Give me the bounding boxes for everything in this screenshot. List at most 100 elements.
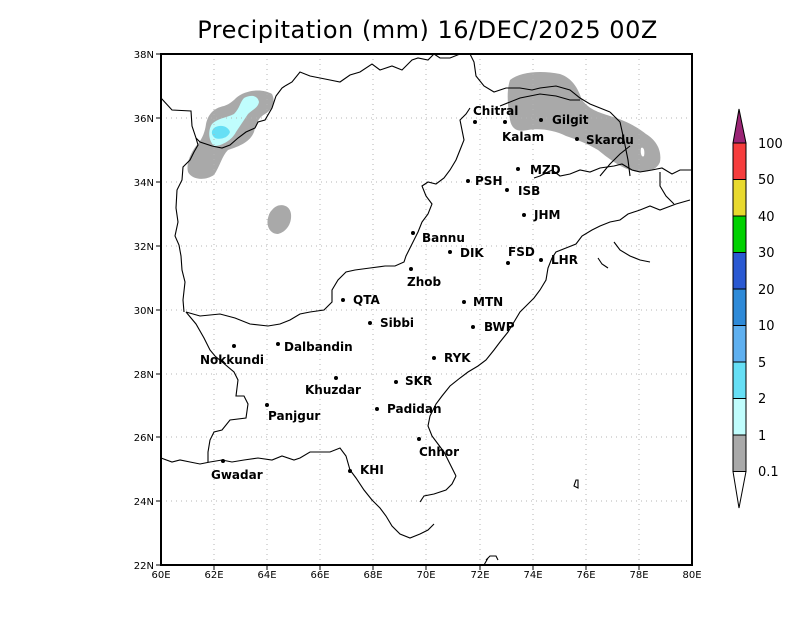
x-tick-80e: 80E [682,570,701,581]
city-label-jhm: JHM [533,208,560,222]
colorbar-bin-30-40 [732,215,747,253]
city-label-bannu: Bannu [422,231,465,245]
city-label-nokkundi: Nokkundi [200,353,264,367]
city-label-panjgur: Panjgur [268,409,320,423]
x-tick-76e: 76E [576,570,595,581]
colorbar-bin-20-30 [732,252,747,290]
x-tick-64e: 64E [257,570,276,581]
precip-shading [187,72,661,234]
city-label-gwadar: Gwadar [211,468,263,482]
colorbar [732,108,747,509]
city-label-chitral: Chitral [473,104,518,118]
city-label-gilgit: Gilgit [552,113,589,127]
y-tick-24n: 24N [134,497,154,508]
city-markers [221,118,579,473]
colorbar-bin-2-5 [732,361,747,399]
colorbar-bin-10-20 [732,288,747,326]
marker-lhr [539,258,543,262]
marker-padidan [375,407,379,411]
y-tick-28n: 28N [134,370,154,381]
marker-panjgur [265,403,269,407]
x-tick-62e: 62E [204,570,223,581]
city-label-mzd: MZD [530,163,561,177]
city-label-isb: ISB [518,184,540,198]
marker-bwp [471,325,475,329]
marker-ryk [432,356,436,360]
marker-skr [394,380,398,384]
colorbar-under-triangle [732,471,747,509]
city-label-sibbi: Sibbi [380,316,414,330]
city-label-padidan: Padidan [387,402,442,416]
colorbar-label-0.1: 0.1 [758,465,779,480]
x-tick-66e: 66E [310,570,329,581]
colorbar-bin-40-50 [732,179,747,217]
colorbar-label-1: 1 [758,429,766,444]
y-tick-38n: 38N [134,50,154,61]
y-tick-30n: 30N [134,306,154,317]
city-label-fsd: FSD [508,245,535,259]
y-tick-36n: 36N [134,114,154,125]
axis-ticks [156,53,640,570]
marker-skardu [575,137,579,141]
marker-dik [448,250,452,254]
city-label-zhob: Zhob [407,275,441,289]
marker-fsd [506,261,510,265]
marker-dalbandin [276,342,280,346]
country-borders [160,53,692,566]
marker-bannu [411,231,415,235]
marker-sibbi [368,321,372,325]
marker-nokkundi [232,344,236,348]
marker-isb [505,188,509,192]
x-tick-60e: 60E [151,570,170,581]
city-label-dalbandin: Dalbandin [284,340,353,354]
marker-gwadar [221,459,225,463]
marker-jhm [522,213,526,217]
y-tick-26n: 26N [134,433,154,444]
colorbar-label-50: 50 [758,173,775,188]
city-label-skardu: Skardu [586,133,634,147]
city-label-qta: QTA [353,293,380,307]
marker-chhor [417,437,421,441]
city-label-khi: KHI [360,463,384,477]
city-label-psh: PSH [475,174,502,188]
y-tick-34n: 34N [134,178,154,189]
colorbar-bin-1-2 [732,398,747,436]
city-label-bwp: BWP [484,320,515,334]
city-label-khuzdar: Khuzdar [305,383,361,397]
x-tick-70e: 70E [416,570,435,581]
x-tick-78e: 78E [629,570,648,581]
colorbar-label-100: 100 [758,137,783,152]
y-axis-labels: 38N 36N 34N 32N 30N 28N 26N 24N 22N [134,50,154,572]
marker-mtn [462,300,466,304]
city-label-dik: DIK [460,246,484,260]
marker-mzd [516,167,520,171]
precip-area-cyan [211,125,230,139]
x-axis-labels: 60E 62E 64E 66E 68E 70E 72E 74E 76E 78E … [151,570,701,581]
marker-khi [348,469,352,473]
y-tick-22n: 22N [134,561,154,572]
colorbar-label-40: 40 [758,210,775,225]
marker-chitral [473,120,477,124]
marker-kalam [503,120,507,124]
colorbar-label-2: 2 [758,392,766,407]
x-tick-68e: 68E [363,570,382,581]
precip-area-gray [267,205,292,234]
city-label-ryk: RYK [444,351,471,365]
marker-zhob [409,267,413,271]
city-label-skr: SKR [405,374,432,388]
city-labels: Chitral Kalam Gilgit Skardu MZD PSH ISB … [200,104,634,482]
colorbar-label-20: 20 [758,283,775,298]
colorbar-bin-0.1-1 [732,434,747,472]
y-tick-32n: 32N [134,242,154,253]
city-label-kalam: Kalam [502,130,544,144]
gridlines [161,54,692,565]
marker-qta [341,298,345,302]
colorbar-labels: 100 50 40 30 20 10 5 2 1 0.1 [758,137,783,480]
colorbar-over-triangle [732,108,747,144]
marker-gilgit [539,118,543,122]
x-tick-72e: 72E [470,570,489,581]
city-label-chhor: Chhor [419,445,459,459]
city-label-mtn: MTN [473,295,503,309]
colorbar-label-30: 30 [758,246,775,261]
